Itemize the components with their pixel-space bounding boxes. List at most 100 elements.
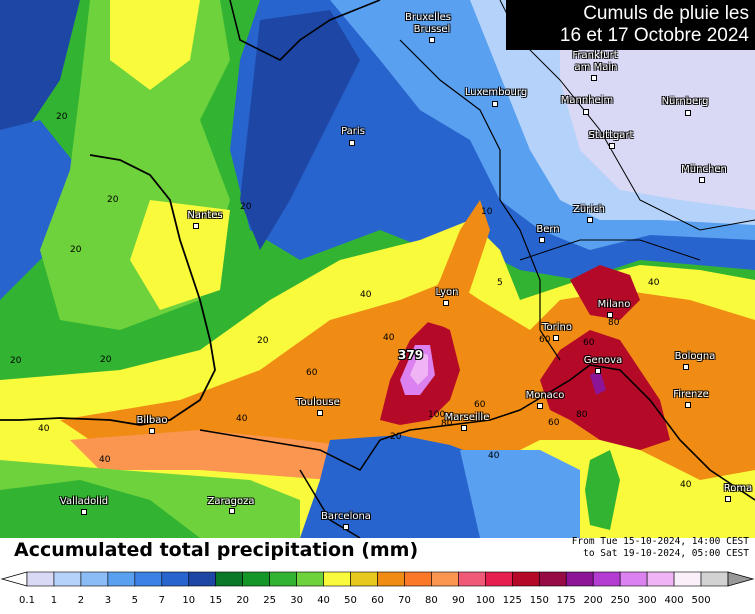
contour-label: 40	[648, 278, 660, 288]
city-dot-stuttgart	[609, 143, 615, 149]
legend-swatch	[323, 571, 351, 587]
contour-label: 100	[428, 410, 446, 420]
coastline-channel	[229, 0, 381, 61]
corsica	[585, 450, 620, 530]
city-torino: Torino	[542, 322, 572, 333]
legend-tick-label: 20	[236, 595, 250, 606]
footer-period: From Tue 15-10-2024, 14:00 CEST to Sat 1…	[572, 536, 749, 560]
city-frankfurt-alt: am Main	[574, 62, 618, 73]
city-dot-munchen	[699, 177, 705, 183]
legend-tick-label: 100	[475, 595, 495, 606]
legend-arrow-left	[0, 571, 28, 587]
city-dot-valladolid	[81, 509, 87, 515]
city-dot-milano	[607, 312, 613, 318]
germany-palest	[560, 0, 755, 210]
city-nurnberg: Nürnberg	[661, 96, 709, 107]
legend-tick-label: 7	[158, 595, 165, 606]
city-bilbao: Bilbao	[136, 415, 168, 426]
contour-label: 5	[497, 278, 503, 288]
legend-swatch	[619, 571, 648, 587]
legend-swatch	[161, 571, 190, 587]
city-bologna: Bologna	[674, 351, 716, 362]
city-monaco: Monaco	[525, 390, 565, 401]
city-toulouse: Toulouse	[296, 397, 340, 408]
contour-label: 80	[608, 318, 620, 328]
legend-swatch	[350, 571, 378, 587]
city-barcelona: Barcelona	[321, 511, 371, 522]
city-paris: Paris	[341, 126, 365, 137]
legend-swatch	[269, 571, 297, 587]
city-nantes: Nantes	[187, 210, 223, 221]
legend-swatch	[458, 571, 486, 587]
contour-label: 60	[548, 418, 560, 428]
city-dot-zaragoza	[229, 508, 235, 514]
city-dot-luxembourg	[492, 101, 498, 107]
period-from: From Tue 15-10-2024, 14:00 CEST	[571, 536, 749, 547]
border-pyrenees	[199, 429, 381, 471]
atlantic-band-2	[0, 120, 80, 300]
city-zurich: Zürich	[573, 204, 605, 215]
city-dot-firenze	[685, 402, 691, 408]
legend-tick-label: 250	[610, 595, 630, 606]
spain-green-2	[0, 480, 200, 538]
city-dot-mannheim	[583, 109, 589, 115]
city-bern: Bern	[536, 224, 560, 235]
contour-label: 40	[99, 455, 111, 465]
legend-swatch	[592, 571, 621, 587]
legend-swatch	[485, 571, 513, 587]
legend-arrow-right	[727, 571, 755, 587]
legend-swatch	[700, 571, 729, 587]
contour-label: 40	[680, 480, 692, 490]
precipitation-map	[0, 0, 755, 538]
border-east	[399, 39, 561, 361]
legend-tick-label: 50	[344, 595, 357, 606]
footer-title: Accumulated total precipitation (mm)	[14, 539, 419, 561]
contour-label: 10	[481, 207, 493, 217]
legend-swatch	[107, 571, 136, 587]
coastline-atlantic	[0, 154, 216, 426]
legend-swatch	[512, 571, 540, 587]
legend-swatch	[646, 571, 675, 587]
contour-label: 80	[576, 410, 588, 420]
contour-label: 60	[474, 400, 486, 410]
legend-tick-label: 1	[50, 595, 58, 606]
contour-label: 60	[583, 338, 595, 348]
border-swiss	[519, 239, 701, 261]
legend-tick-label: 300	[637, 595, 657, 606]
legend-swatch	[431, 571, 459, 587]
liguria-max	[590, 370, 606, 395]
legend-swatch	[404, 571, 432, 587]
contour-label: 40	[236, 414, 248, 424]
legend-swatch	[26, 571, 55, 587]
map-title-line1: Cumuls de pluie les	[583, 3, 749, 24]
contour-label: 60	[539, 335, 551, 345]
city-firenze: Firenze	[673, 389, 709, 400]
contour-label: 20	[10, 356, 22, 366]
legend-tick-label: 2	[77, 595, 85, 606]
city-dot-marseille	[461, 425, 467, 431]
legend-swatch	[242, 571, 270, 587]
city-dot-paris	[349, 140, 355, 146]
city-dot-zurich	[587, 217, 593, 223]
legend-tick-label: 25	[263, 595, 277, 606]
city-dot-nurnberg	[685, 110, 691, 116]
city-dot-genova	[595, 368, 601, 374]
legend-tick-label: 3	[104, 595, 112, 606]
city-roma: Roma	[723, 483, 753, 494]
city-dot-frankfurt	[591, 75, 597, 81]
legend-tick-label: 400	[664, 595, 684, 606]
cevennes-peak	[410, 352, 428, 385]
south-orange-2	[70, 430, 380, 480]
city-dot-roma	[725, 496, 731, 502]
contour-label: 20	[70, 245, 82, 255]
color-legend	[0, 571, 755, 587]
legend-swatch	[188, 571, 217, 587]
legend-tick-label: 60	[371, 595, 384, 606]
city-frankfurt: Frankfurt	[572, 50, 618, 61]
legend-swatch	[215, 571, 243, 587]
northitaly-core	[570, 265, 640, 320]
map-title-box: Cumuls de pluie les 16 et 17 Octobre 202…	[506, 0, 755, 50]
max-value-label: 379	[398, 348, 424, 362]
west-yellow	[110, 0, 200, 90]
